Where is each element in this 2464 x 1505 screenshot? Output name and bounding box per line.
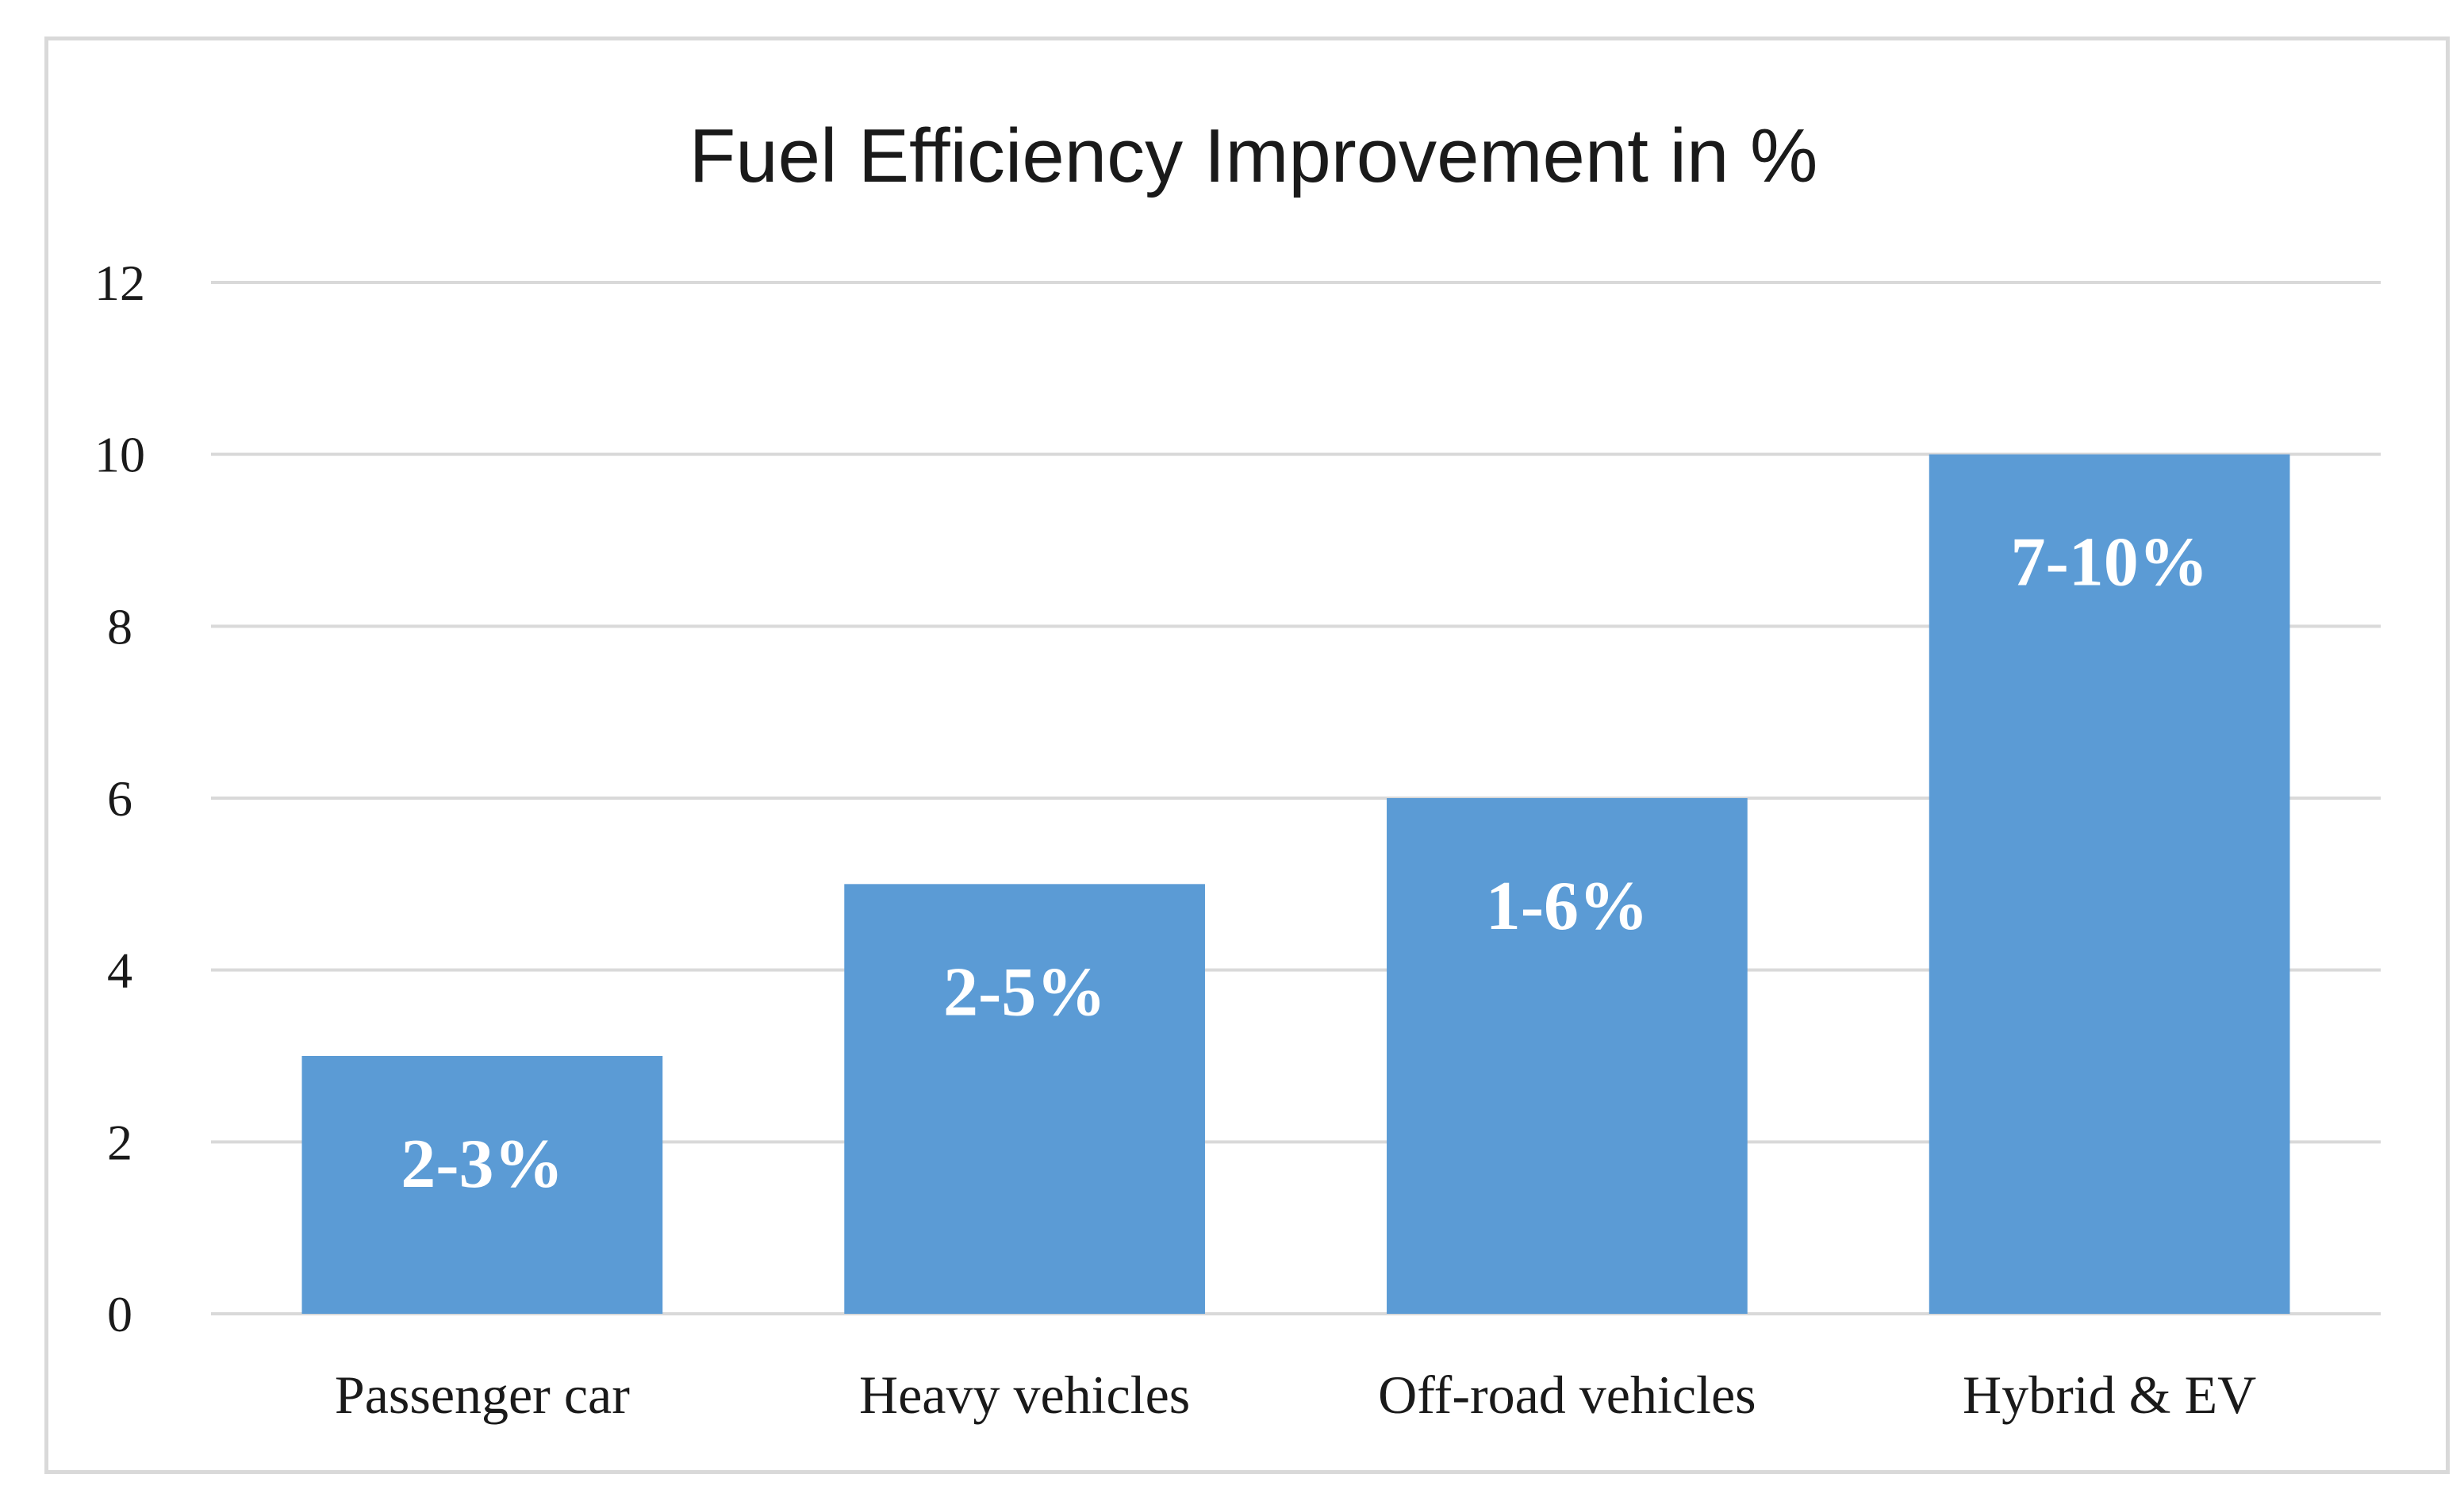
bar-data-label: 1-6% (1486, 868, 1648, 945)
x-axis-categories: Passenger car Heavy vehicles Off-road vehi… (335, 1365, 2256, 1425)
y-tick-label: 6 (107, 770, 132, 827)
bar-chart: Fuel Efficiency Improvement in % 0 2 4 6 8 10… (94, 113, 2381, 1425)
x-category-label: Hybrid & EV (1963, 1365, 2256, 1425)
bar (844, 884, 1205, 1314)
bar-data-label: 2-5% (943, 954, 1106, 1031)
bar (301, 1056, 663, 1314)
bar-data-label: 7-10% (2010, 524, 2208, 601)
y-axis-ticks: 0 2 4 6 8 10 12 (94, 255, 145, 1342)
y-tick-label: 12 (94, 255, 145, 311)
y-tick-label: 0 (107, 1286, 132, 1342)
x-category-label: Off-road vehicles (1378, 1365, 1756, 1425)
chart-frame: Fuel Efficiency Improvement in % 0 2 4 6 8 10… (44, 36, 2450, 1474)
bars (301, 454, 2290, 1314)
bar (1387, 798, 1748, 1314)
bar (1929, 454, 2290, 1314)
y-tick-label: 10 (94, 427, 145, 483)
y-tick-label: 2 (107, 1114, 132, 1170)
data-labels: 2-3% 2-5% 1-6% 7-10% (401, 524, 2209, 1203)
x-category-label: Passenger car (335, 1365, 630, 1425)
y-tick-label: 4 (107, 943, 132, 999)
chart-title: Fuel Efficiency Improvement in % (689, 113, 1818, 198)
x-category-label: Heavy vehicles (859, 1365, 1190, 1425)
y-tick-label: 8 (107, 598, 132, 655)
bar-data-label: 2-3% (401, 1126, 563, 1203)
